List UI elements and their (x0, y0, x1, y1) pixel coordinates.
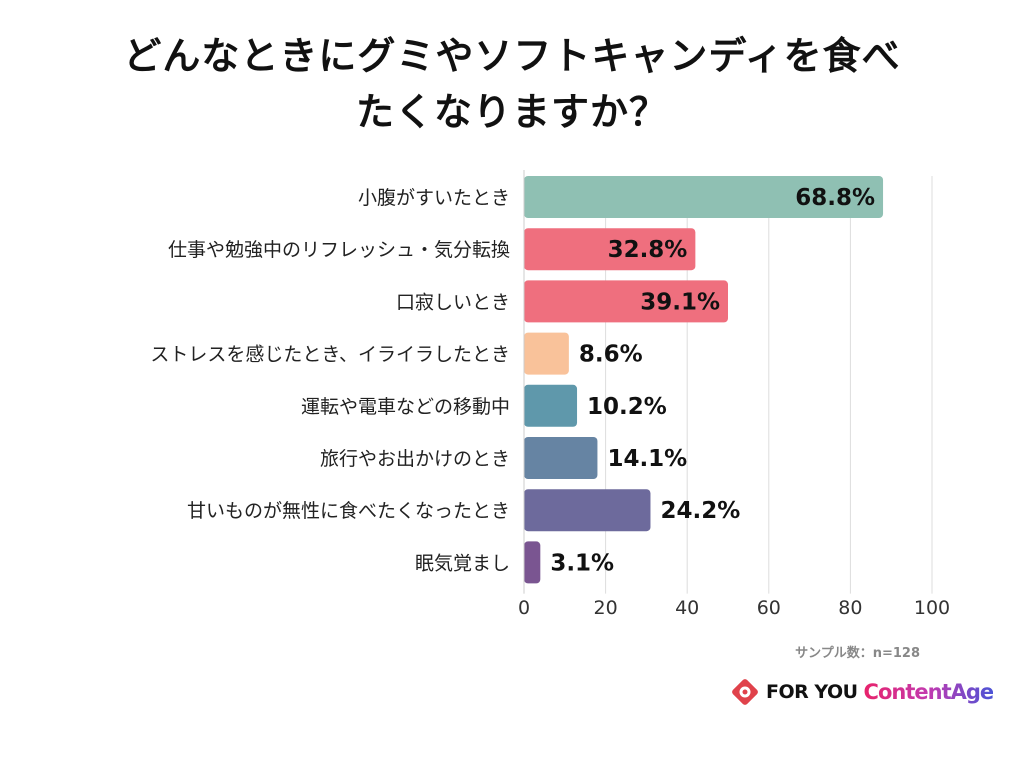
x-tick-label-80: 80 (838, 597, 862, 619)
value-label-1: 32.8% (608, 237, 688, 263)
category-label-0: 小腹がすいたとき (358, 187, 510, 209)
foryou-logo-text: FOR YOU (766, 681, 858, 703)
bar-1 (524, 228, 696, 271)
value-label-2: 39.1% (640, 289, 720, 315)
bar-7 (524, 541, 541, 584)
sample-size-note: サンプル数：n=128 (795, 646, 920, 661)
chart-title-line-2: たくなりますか？ (355, 90, 668, 134)
bar-4 (524, 384, 578, 427)
value-label-3: 8.6% (579, 342, 643, 368)
value-label-7: 3.1% (550, 550, 614, 576)
bar-5 (524, 437, 598, 479)
value-label-5: 14.1% (607, 446, 687, 472)
x-tick-label-20: 20 (594, 597, 618, 619)
bar-chart: 小腹がすいたとき 68.8% 仕事や勉強中のリフレッシュ・気分転換 32.8% 口寂しい… (150, 170, 950, 619)
x-tick-label-0: 0 (518, 597, 530, 619)
category-label-2: 口寂しいとき (396, 291, 510, 313)
category-label-6: 甘いものが無性に食べたくなったとき (187, 500, 510, 522)
bar-0 (524, 176, 884, 218)
chart-title-line-1: どんなときにグミやソフトキャンディを食べ (123, 34, 901, 78)
bar-2 (524, 280, 728, 323)
category-label-5: 旅行やお出かけのとき (320, 448, 510, 470)
footer-logos: FOR YOU ContentAge (730, 672, 995, 712)
category-label-4: 運転や電車などの移動中 (301, 396, 510, 418)
foryou-logo-icon (730, 677, 760, 707)
category-label-3: ストレスを感じたとき、イライラしたとき (150, 344, 510, 366)
value-label-0: 68.8% (795, 185, 875, 211)
value-label-4: 10.2% (587, 394, 667, 420)
category-label-7: 眠気覚まし (415, 552, 510, 574)
bar-3 (524, 332, 569, 375)
bar-6 (524, 489, 651, 532)
category-label-1: 仕事や勉強中のリフレッシュ・気分転換 (168, 239, 510, 261)
chart-title: どんなときにグミやソフトキャンディを食べ たくなりますか？ (0, 28, 1024, 140)
x-tick-label-60: 60 (757, 597, 781, 619)
x-tick-label-40: 40 (675, 597, 699, 619)
value-label-6: 24.2% (660, 498, 740, 524)
contentage-logo-text: ContentAge (863, 680, 995, 704)
x-tick-label-100: 100 (914, 597, 950, 619)
